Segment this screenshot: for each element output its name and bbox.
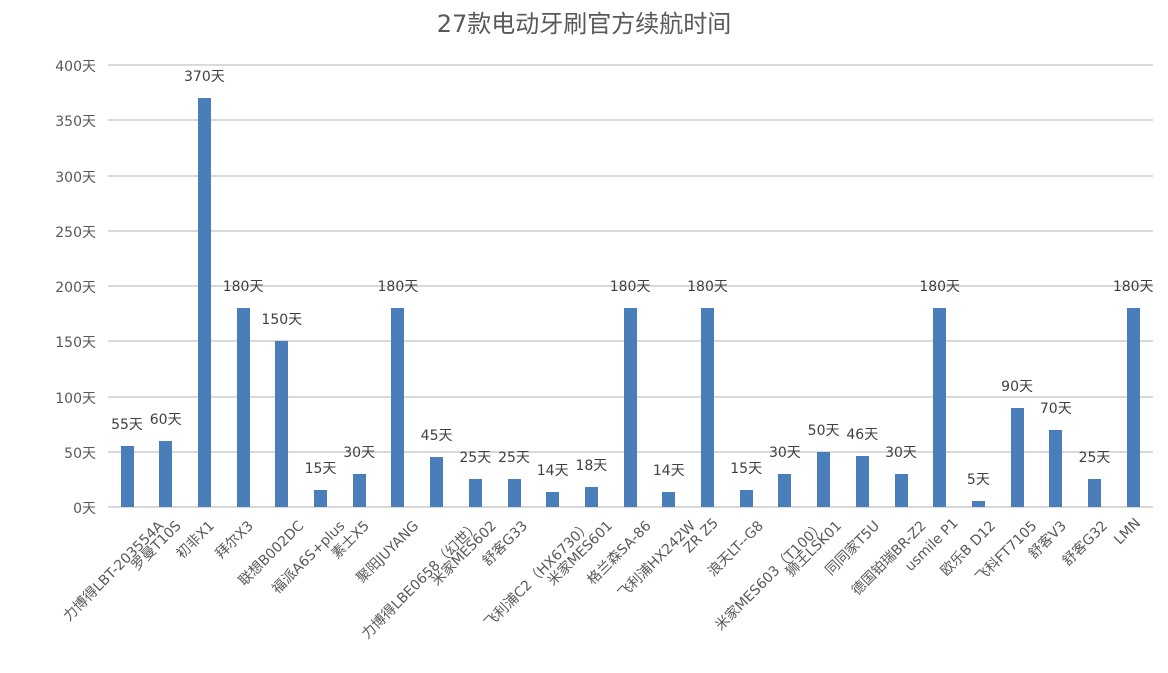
y-tick-label: 50天 <box>64 445 96 462</box>
bar <box>430 457 444 507</box>
data-label: 180天 <box>609 279 651 296</box>
data-label: 45天 <box>420 428 453 445</box>
x-tick-label: 力博得LBT-203554A <box>60 518 167 625</box>
gridline <box>108 506 1153 508</box>
bar <box>855 456 869 507</box>
bar <box>1088 479 1101 507</box>
bar <box>236 308 250 507</box>
bar <box>159 440 173 507</box>
data-label: 30天 <box>343 444 376 461</box>
y-tick-label: 350天 <box>55 114 96 131</box>
bar <box>623 308 637 507</box>
bar <box>314 490 327 507</box>
data-label: 15天 <box>730 461 763 478</box>
y-tick-label: 250天 <box>55 224 96 241</box>
bar <box>584 487 598 507</box>
bar <box>352 473 366 507</box>
x-tick-label: 拜尔X3 <box>212 518 257 563</box>
gridline <box>108 64 1153 66</box>
gridline <box>108 229 1153 232</box>
y-tick-label: 0天 <box>73 501 96 517</box>
gridline <box>108 174 1153 177</box>
bar <box>662 491 676 507</box>
chart-title: 27款电动牙刷官方续航时间 <box>436 10 732 38</box>
bar <box>120 446 134 507</box>
data-label: 25天 <box>459 450 492 467</box>
data-label: 180天 <box>222 279 264 296</box>
data-label: 5天 <box>966 472 990 489</box>
y-tick-label: 100天 <box>55 390 96 407</box>
y-tick-label: 400天 <box>55 59 96 75</box>
y-tick-label: 150天 <box>55 335 96 352</box>
bar <box>197 98 211 507</box>
data-label: 180天 <box>687 279 728 296</box>
y-tick-label: 300天 <box>55 169 96 186</box>
bar <box>778 473 792 507</box>
data-label: 25天 <box>1078 450 1111 467</box>
x-tick-label: LMN <box>1111 515 1145 549</box>
data-label: 15天 <box>304 461 337 478</box>
data-label: 14天 <box>652 462 685 479</box>
bar <box>817 451 831 507</box>
data-label: 60天 <box>149 411 182 428</box>
data-label: 18天 <box>575 458 608 475</box>
data-label: 180天 <box>919 279 961 296</box>
bar <box>933 308 947 507</box>
x-tick-label: 米家MES603（T100） <box>712 518 829 634</box>
data-label: 30天 <box>885 444 917 461</box>
bar <box>971 501 985 507</box>
data-label: 14天 <box>536 462 569 479</box>
gridline <box>108 119 1153 122</box>
data-label: 30天 <box>768 444 801 461</box>
data-label: 180天 <box>1112 279 1154 296</box>
bar <box>1049 429 1063 507</box>
data-label: 25天 <box>498 450 530 467</box>
bar <box>701 308 714 507</box>
data-label: 55天 <box>111 417 143 434</box>
bar <box>894 473 908 507</box>
data-label: 370天 <box>184 69 225 86</box>
x-tick-label: 力博得LBE0658（幻世） <box>359 518 484 643</box>
x-tick-label: 舒客G32 <box>1059 518 1112 570</box>
bar <box>1010 407 1024 507</box>
bar <box>391 308 405 507</box>
data-label: 150天 <box>261 312 303 329</box>
y-tick-label: 200天 <box>55 280 96 296</box>
bar <box>507 479 521 507</box>
bar <box>468 479 482 507</box>
data-label: 70天 <box>1039 400 1072 417</box>
data-label: 50天 <box>807 422 840 439</box>
gridline <box>108 285 1153 287</box>
bar <box>739 490 753 507</box>
bar <box>1126 308 1140 507</box>
data-label: 46天 <box>846 427 879 444</box>
bar <box>275 341 289 507</box>
data-label: 180天 <box>377 279 419 296</box>
bar <box>546 491 560 507</box>
data-label: 90天 <box>1001 378 1033 395</box>
